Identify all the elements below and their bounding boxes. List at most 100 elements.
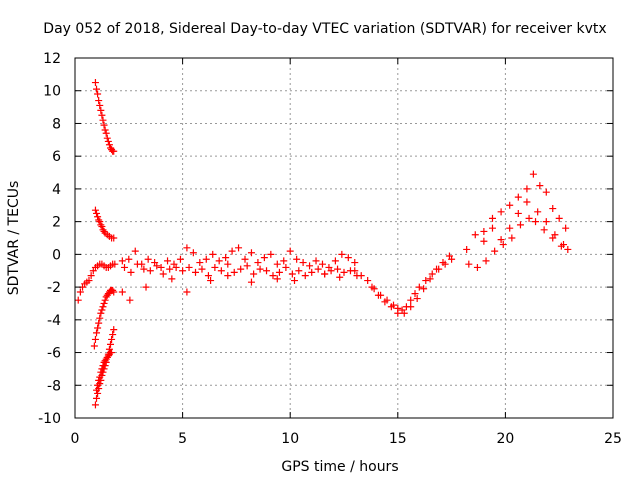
data-point xyxy=(108,335,116,343)
plot-frame xyxy=(74,57,614,419)
data-point xyxy=(97,221,105,229)
series-late-band-1 xyxy=(463,170,570,253)
data-point xyxy=(222,254,230,262)
y-axis-label: SDTVAR / TECUs xyxy=(6,181,22,296)
data-point xyxy=(299,259,307,267)
x-tick-labels: 0 5 10 15 20 25 xyxy=(71,431,622,447)
data-point xyxy=(172,263,180,271)
y-tick-label: 4 xyxy=(52,182,61,198)
data-point xyxy=(344,254,352,262)
data-point xyxy=(308,268,316,276)
data-point xyxy=(101,126,109,134)
data-point xyxy=(482,257,490,265)
data-point xyxy=(263,267,271,275)
y-tick-label: -6 xyxy=(47,346,61,362)
data-point xyxy=(523,198,531,206)
data-point xyxy=(428,270,436,278)
data-point xyxy=(228,247,236,255)
series-main-band-3 xyxy=(142,270,344,296)
data-point xyxy=(183,244,191,252)
data-point xyxy=(74,296,82,304)
data-point xyxy=(166,265,174,273)
data-point xyxy=(230,268,238,276)
data-point xyxy=(327,267,335,275)
data-point xyxy=(176,255,184,263)
data-point xyxy=(95,376,103,384)
data-point xyxy=(256,265,264,273)
y-tick-label: -2 xyxy=(47,280,61,296)
data-point xyxy=(120,263,128,271)
data-point xyxy=(506,224,514,232)
data-point xyxy=(471,231,479,239)
data-point xyxy=(306,262,314,270)
data-point xyxy=(312,257,320,265)
data-point xyxy=(260,254,268,262)
data-point xyxy=(110,234,118,242)
data-point xyxy=(557,242,565,250)
data-point xyxy=(499,241,507,249)
data-point xyxy=(99,116,107,124)
data-point xyxy=(110,326,118,334)
y-tick-label: 0 xyxy=(52,247,61,263)
data-point xyxy=(407,296,415,304)
series-isolated xyxy=(118,288,134,304)
data-point xyxy=(465,260,473,268)
data-point xyxy=(318,260,326,268)
data-point xyxy=(94,389,102,397)
data-point xyxy=(164,257,172,265)
data-point xyxy=(422,277,430,285)
series-low-arc-A xyxy=(90,286,118,350)
data-point xyxy=(224,272,232,280)
data-point xyxy=(98,111,106,119)
data-point xyxy=(110,147,118,155)
x-tick-label: 0 xyxy=(71,431,80,447)
data-point xyxy=(100,227,108,235)
data-point xyxy=(439,259,447,267)
data-point xyxy=(97,106,105,114)
data-point xyxy=(407,303,415,311)
data-point xyxy=(96,218,104,226)
data-point xyxy=(280,257,288,265)
data-point xyxy=(93,329,101,337)
data-point xyxy=(133,260,141,268)
data-point xyxy=(142,283,150,291)
series-low-arc-C xyxy=(93,349,116,394)
data-point xyxy=(525,214,533,222)
x-axis-label: GPS time / hours xyxy=(281,459,398,475)
data-point xyxy=(95,216,103,224)
data-point xyxy=(291,277,299,285)
data-point xyxy=(529,170,537,178)
data-point xyxy=(100,299,108,307)
data-point xyxy=(108,349,116,357)
data-point xyxy=(351,267,359,275)
data-point xyxy=(273,275,281,283)
data-point xyxy=(334,265,342,273)
axis-ticks xyxy=(74,57,614,419)
data-point xyxy=(101,296,109,304)
data-point xyxy=(105,141,113,149)
data-point xyxy=(111,260,119,268)
data-point xyxy=(196,259,204,267)
data-point xyxy=(96,373,104,381)
data-point xyxy=(168,275,176,283)
data-point xyxy=(564,245,572,253)
grid xyxy=(75,58,613,418)
data-point xyxy=(93,386,101,394)
chart-title: Day 052 of 2018, Sidereal Day-to-day VTE… xyxy=(43,21,606,37)
data-point xyxy=(247,278,255,286)
y-tick-label: -4 xyxy=(47,313,61,329)
data-point xyxy=(179,267,187,275)
data-point xyxy=(516,221,524,229)
data-point xyxy=(157,263,165,271)
data-point xyxy=(420,285,428,293)
y-tick-label: -10 xyxy=(38,411,61,427)
data-point xyxy=(338,250,346,258)
data-point xyxy=(85,277,93,285)
data-point xyxy=(91,206,99,214)
data-point xyxy=(243,262,251,270)
data-point xyxy=(192,268,200,276)
data-point xyxy=(331,257,339,265)
series-start-cluster xyxy=(74,260,119,304)
data-point xyxy=(94,213,102,221)
